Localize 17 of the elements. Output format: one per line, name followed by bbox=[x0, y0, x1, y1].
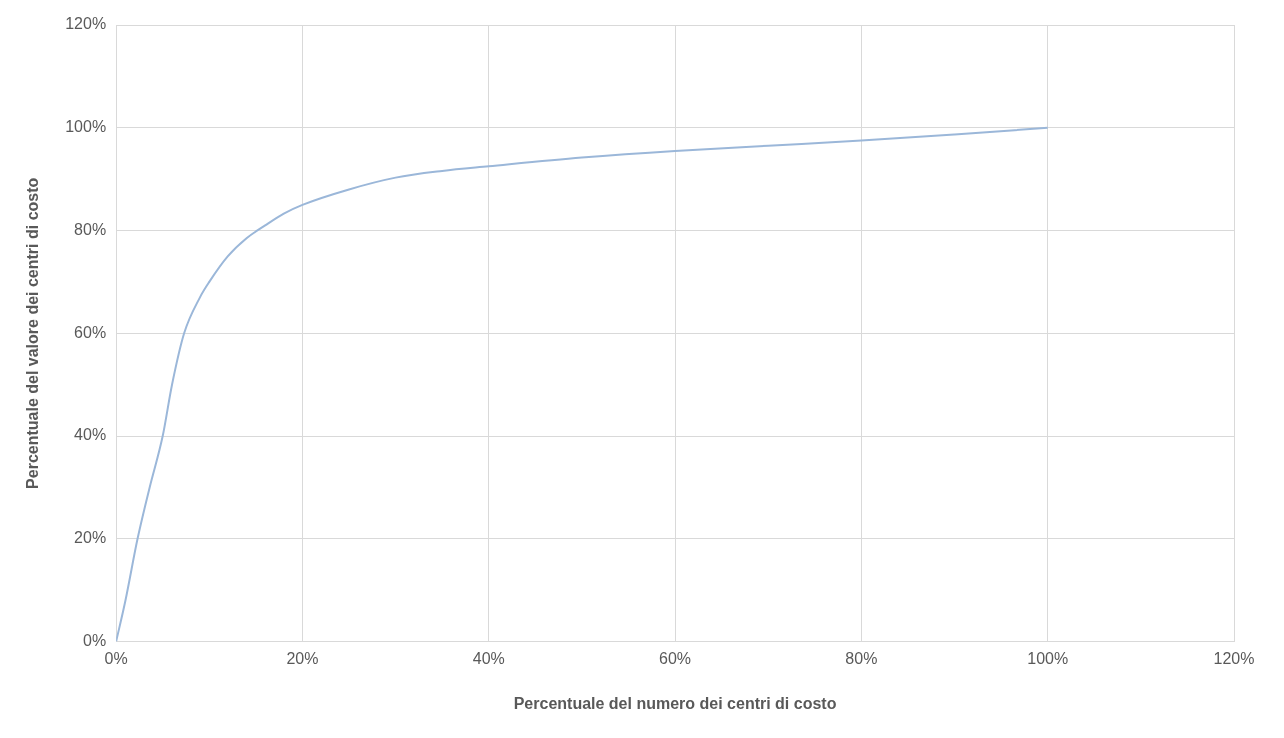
y-tick-label: 20% bbox=[74, 529, 107, 547]
y-tick-label: 40% bbox=[74, 426, 107, 444]
y-tick-label: 120% bbox=[65, 15, 107, 33]
x-tick-label: 20% bbox=[286, 649, 319, 667]
y-tick-label: 60% bbox=[74, 323, 107, 341]
y-axis-title: Percentuale del valore dei centri di costo bbox=[24, 177, 42, 489]
x-tick-label: 120% bbox=[1213, 649, 1255, 667]
x-tick-label: 60% bbox=[659, 649, 692, 667]
y-tick-label: 0% bbox=[83, 632, 107, 650]
x-tick-label: 0% bbox=[104, 649, 128, 667]
x-tick-label: 40% bbox=[472, 649, 505, 667]
line-series bbox=[116, 126, 1049, 642]
x-tick-label: 80% bbox=[845, 649, 878, 667]
y-tick-label: 100% bbox=[65, 118, 107, 136]
y-tick-label: 80% bbox=[74, 220, 107, 238]
x-tick-label: 100% bbox=[1027, 649, 1069, 667]
x-axis-title: Percentuale del numero dei centri di costo bbox=[513, 694, 837, 712]
